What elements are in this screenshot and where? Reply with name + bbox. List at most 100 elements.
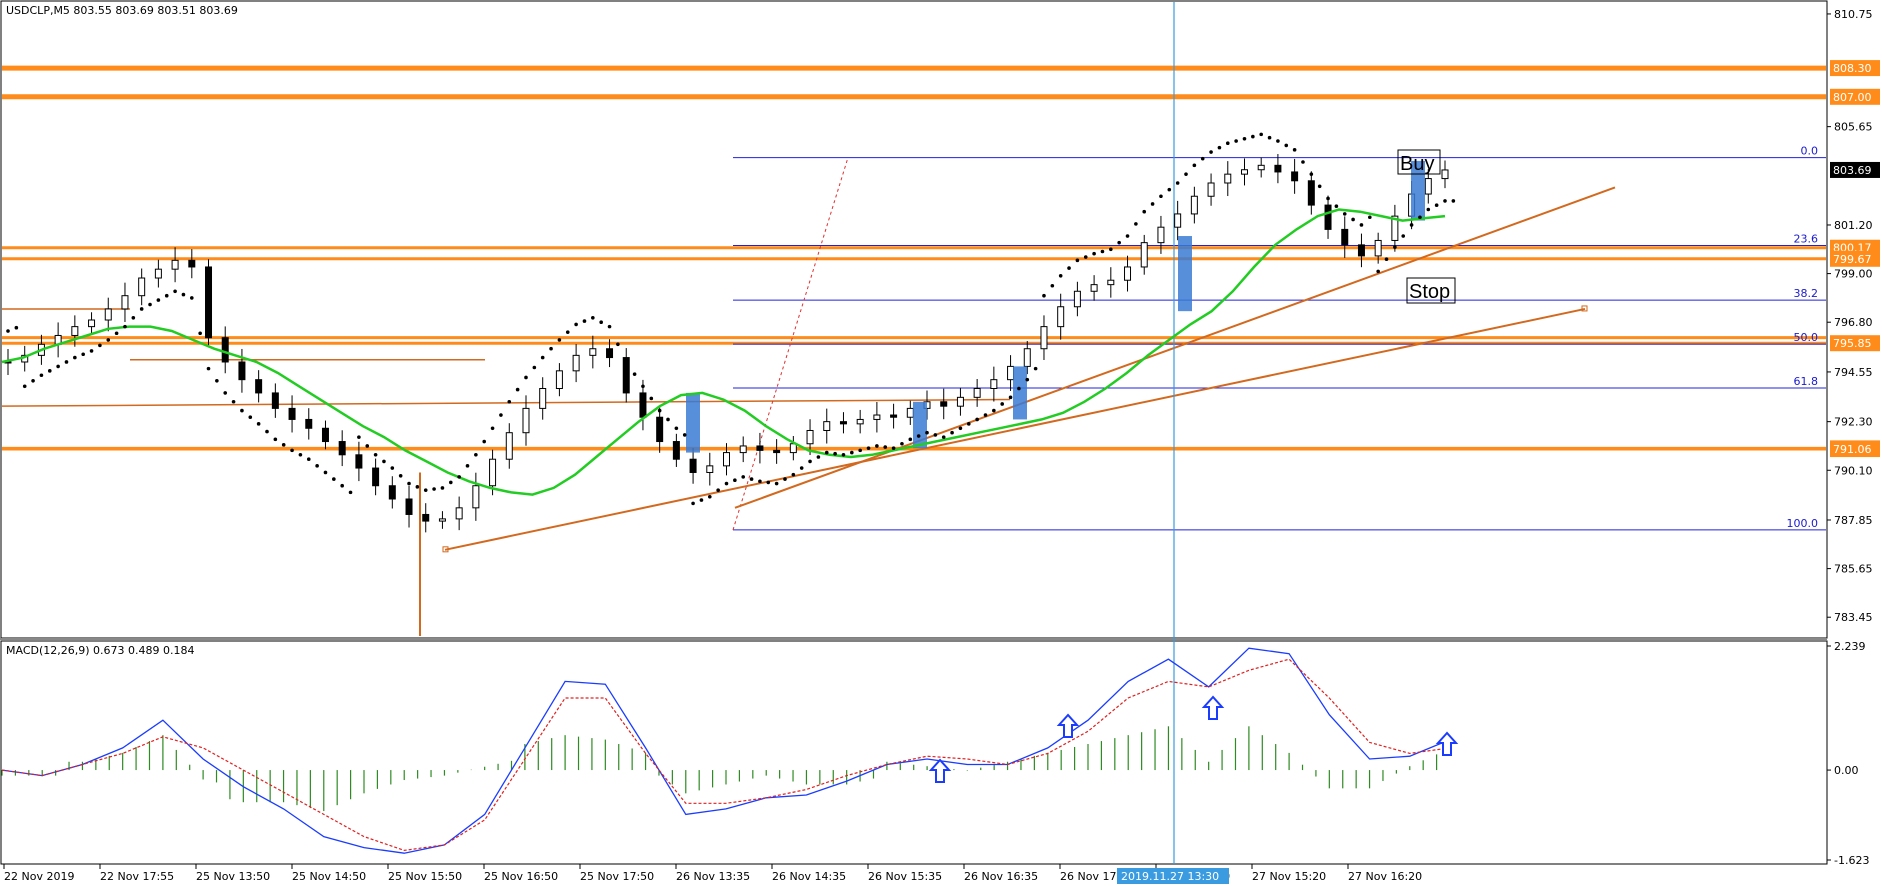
candle-body <box>1240 169 1248 175</box>
candle-body <box>288 407 296 420</box>
signal-bar <box>686 392 700 453</box>
sar-dot <box>1225 141 1230 146</box>
sar-dot <box>1267 135 1272 140</box>
sar-dot <box>1025 377 1030 382</box>
candle-body <box>990 379 998 390</box>
sar-dot <box>373 452 378 457</box>
candle-body <box>890 414 898 418</box>
fib-level-label: 100.0 <box>1787 517 1819 530</box>
sar-dot <box>1284 143 1289 148</box>
signal-bar <box>913 401 927 449</box>
x-tick-label: 26 Nov 16:35 <box>964 870 1038 883</box>
sar-dot <box>666 417 670 422</box>
candle-body <box>1090 284 1098 292</box>
candle-body <box>856 418 864 425</box>
sar-dot <box>1434 203 1439 208</box>
candles-layer <box>4 154 1449 533</box>
stop-label-box[interactable] <box>1406 277 1456 304</box>
candle-body <box>372 467 380 487</box>
candle-body <box>71 326 79 336</box>
sar-dot <box>490 426 495 431</box>
macd-main-line <box>1 647 1451 854</box>
sar-dot <box>14 325 19 330</box>
sar-dot <box>925 430 929 435</box>
indicator-layer <box>1 132 1456 506</box>
candle-body <box>723 452 730 467</box>
sar-dot <box>1134 222 1138 226</box>
sar-dot <box>1426 207 1431 212</box>
macd-y-tick-label: 0.00 <box>1834 764 1859 777</box>
sar-dot <box>674 426 679 431</box>
sar-dot <box>616 342 620 347</box>
y-tick-label: 805.65 <box>1834 121 1873 134</box>
candle-body <box>305 418 313 429</box>
sar-dot <box>1100 249 1105 254</box>
candle-body <box>255 379 263 394</box>
y-tick-label: 799.00 <box>1834 268 1873 281</box>
y-tick-label: 792.30 <box>1834 416 1873 429</box>
cursor-date-box <box>1117 868 1229 884</box>
up-arrow-icon[interactable] <box>928 758 952 783</box>
sar-dot <box>1175 181 1180 185</box>
up-arrow-icon[interactable] <box>1201 695 1225 720</box>
x-tick-label: 25 Nov 15:50 <box>388 870 462 883</box>
main-chart-title: USDCLP,M5 803.55 803.69 803.51 803.69 <box>6 4 238 17</box>
sar-dot <box>1159 194 1163 199</box>
sar-dot <box>875 444 879 448</box>
candle-body <box>355 454 363 469</box>
sar-dot <box>1276 139 1280 143</box>
sar-dot <box>290 448 294 453</box>
y-tick-label: 783.45 <box>1834 611 1873 624</box>
candle-body <box>973 388 981 398</box>
up-arrow-icon[interactable] <box>1056 713 1080 738</box>
sar-dot <box>1292 148 1297 152</box>
x-tick-label: 26 Nov 15:35 <box>868 870 942 883</box>
price-label: 803.69 <box>1833 164 1872 177</box>
sar-dot <box>64 360 69 364</box>
sar-dot <box>448 480 453 485</box>
buy-label-box[interactable] <box>1397 149 1441 175</box>
candle-body <box>572 354 580 372</box>
sar-dot <box>549 346 553 351</box>
sar-dot <box>691 501 695 506</box>
sar-dot <box>657 408 662 413</box>
sar-dot <box>348 490 353 495</box>
candle-body <box>321 427 329 443</box>
sar-dot <box>340 483 344 488</box>
sar-dot <box>1384 257 1389 262</box>
candle-body <box>1007 365 1015 381</box>
sar-dot <box>1209 150 1213 154</box>
sar-dot <box>281 443 286 447</box>
sar-dot <box>824 450 829 455</box>
sar-dot <box>992 408 996 413</box>
candle-body <box>1224 173 1232 184</box>
candle-body <box>221 337 229 363</box>
sar-dot <box>131 315 136 320</box>
sar-dot <box>1067 266 1071 270</box>
sar-dot <box>206 366 211 371</box>
candle-body <box>1107 279 1115 286</box>
sar-dot <box>591 315 595 320</box>
candle-body <box>789 443 797 454</box>
macd-y-tick-label: -1.623 <box>1834 854 1869 867</box>
up-arrow-icon[interactable] <box>1435 731 1459 756</box>
signal-bar <box>1013 366 1027 420</box>
x-tick-label: 26 Nov 14:35 <box>772 870 846 883</box>
level-label: 807.00 <box>1833 91 1872 104</box>
sar-dot <box>540 355 545 360</box>
candle-body <box>1357 244 1365 257</box>
sar-dot <box>106 338 111 342</box>
sar-dot <box>766 480 771 485</box>
sar-dot <box>850 450 854 455</box>
sar-dot <box>415 485 420 489</box>
y-tick-label: 787.85 <box>1834 514 1873 527</box>
fib-level-label: 50.0 <box>1794 331 1819 344</box>
candle-body <box>1174 213 1182 228</box>
sar-dot <box>515 387 520 392</box>
sar-dot <box>758 479 762 484</box>
sar-dot <box>56 364 60 369</box>
sar-dot <box>933 433 938 437</box>
fib-level-label: 61.8 <box>1794 375 1819 388</box>
sar-dot <box>833 451 837 456</box>
candle-body <box>505 432 513 460</box>
